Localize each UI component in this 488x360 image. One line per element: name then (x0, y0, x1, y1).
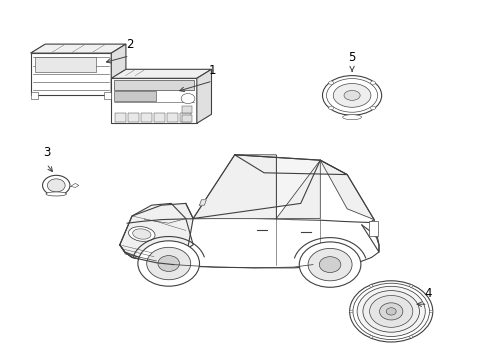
Polygon shape (120, 203, 193, 257)
Polygon shape (70, 183, 79, 188)
Bar (368, 221, 377, 236)
Polygon shape (120, 203, 193, 265)
Circle shape (349, 281, 432, 342)
Bar (30, 53, 111, 94)
Circle shape (138, 241, 199, 286)
Circle shape (408, 336, 412, 338)
Bar (153, 112, 164, 122)
Bar (113, 91, 156, 101)
Polygon shape (120, 219, 378, 268)
Circle shape (379, 303, 402, 320)
Polygon shape (196, 69, 211, 123)
Bar (182, 106, 191, 112)
Ellipse shape (326, 78, 377, 112)
Bar (180, 112, 190, 122)
Circle shape (181, 94, 194, 104)
Circle shape (352, 283, 428, 339)
Circle shape (428, 310, 432, 312)
Text: 1: 1 (208, 64, 216, 77)
Circle shape (370, 81, 375, 85)
Text: 3: 3 (42, 147, 50, 159)
Circle shape (299, 242, 360, 287)
Bar (35, 57, 96, 72)
Polygon shape (276, 160, 320, 219)
Text: 5: 5 (347, 51, 355, 64)
Bar (113, 80, 194, 90)
Bar (141, 112, 151, 122)
Polygon shape (234, 155, 346, 175)
Text: 4: 4 (423, 287, 431, 300)
Ellipse shape (344, 90, 359, 100)
Bar (114, 112, 125, 122)
Circle shape (158, 256, 179, 271)
Polygon shape (199, 200, 206, 205)
Circle shape (369, 296, 412, 327)
Polygon shape (111, 44, 125, 94)
Circle shape (386, 308, 395, 315)
Ellipse shape (332, 84, 370, 107)
Circle shape (408, 285, 412, 287)
Ellipse shape (322, 76, 381, 115)
Circle shape (362, 291, 419, 332)
Circle shape (47, 179, 65, 192)
Polygon shape (111, 69, 211, 78)
Circle shape (369, 285, 372, 287)
Bar (182, 115, 191, 122)
Circle shape (42, 175, 70, 195)
Circle shape (328, 81, 333, 85)
Circle shape (370, 106, 375, 110)
Ellipse shape (46, 192, 66, 196)
Polygon shape (193, 155, 276, 219)
Polygon shape (320, 160, 373, 220)
Text: 2: 2 (125, 39, 133, 51)
Ellipse shape (128, 226, 155, 242)
Circle shape (349, 310, 352, 312)
Ellipse shape (132, 229, 151, 239)
Ellipse shape (342, 115, 361, 120)
Polygon shape (30, 44, 125, 53)
Bar (111, 78, 196, 123)
Circle shape (369, 336, 372, 338)
Circle shape (356, 286, 425, 337)
Bar (103, 92, 111, 99)
Circle shape (328, 106, 333, 110)
Bar (30, 92, 38, 99)
Bar (127, 112, 139, 122)
Polygon shape (193, 155, 320, 219)
Bar (166, 112, 178, 122)
Circle shape (307, 248, 351, 281)
Circle shape (146, 247, 190, 280)
Circle shape (319, 257, 340, 273)
